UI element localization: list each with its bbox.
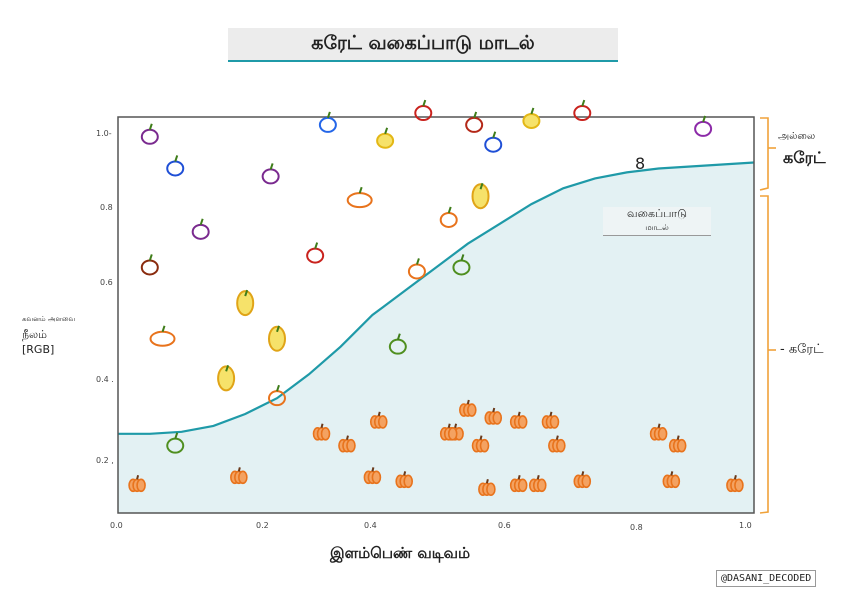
pumpkin-icon — [528, 475, 547, 493]
pumpkin-icon — [668, 435, 687, 453]
chain-icon — [484, 131, 503, 153]
classification-curve — [118, 161, 755, 435]
x-tick-06: 0.6 — [498, 521, 511, 530]
x-tick-1: 1.0 — [739, 521, 752, 530]
plot-frame — [117, 116, 755, 514]
mark-eight: 8 — [635, 154, 646, 173]
chart-title: கரேட் வகைப்பாடு மாடல் — [228, 28, 618, 62]
bracket-top-small: அல்லை — [778, 131, 816, 142]
banana-icon — [376, 127, 395, 149]
x-tick-08: 0.8 — [630, 523, 643, 532]
curve-label-sub: மாடல் — [645, 223, 669, 232]
pumpkin-icon — [395, 471, 414, 489]
orange-icon — [268, 384, 286, 407]
pumpkin-icon — [573, 471, 592, 489]
pear-icon — [217, 365, 236, 392]
bracket-top — [759, 117, 776, 191]
grapes-icon — [191, 218, 210, 240]
y-tick-04: 0.4 . — [96, 375, 114, 384]
pumpkin-icon — [541, 411, 560, 429]
pumpkin-icon — [312, 423, 331, 441]
credit-label: @DASANI_DECODED — [716, 570, 817, 587]
pumpkin-icon — [369, 411, 388, 429]
bracket-bottom-label: - கரேட் — [780, 342, 824, 357]
pear-icon — [471, 182, 490, 210]
leaf-icon — [166, 432, 185, 454]
pumpkin-icon — [338, 435, 356, 453]
apple-core-icon — [465, 111, 484, 133]
pumpkin-icon — [662, 471, 681, 489]
strawberry-icon — [306, 242, 325, 264]
chain-icon — [166, 155, 185, 177]
y-tick-06: 0.6 — [100, 278, 113, 287]
bracket-top-main: கரேட் — [783, 148, 826, 167]
curve-label-main: வகைப்பாடு — [627, 207, 687, 220]
bracket-bottom — [759, 195, 776, 514]
x-tick-04: 0.4 — [364, 521, 377, 530]
icecream-icon — [694, 115, 713, 137]
pear-icon — [268, 325, 286, 352]
orange-icon — [439, 206, 458, 228]
y-tick-08: 0.8 — [100, 203, 113, 212]
x-tick-02: 0.2 — [256, 521, 269, 530]
pumpkin-icon — [439, 423, 458, 441]
pumpkin-icon — [363, 467, 382, 485]
pumpkin-icon — [726, 475, 744, 493]
banana-icon — [522, 107, 541, 129]
pumpkin-icon — [509, 475, 528, 493]
pear-icon — [236, 289, 255, 317]
pumpkin-icon — [458, 399, 477, 417]
grapes-icon — [140, 123, 159, 145]
pumpkin-icon — [649, 423, 668, 441]
y-label-unit: [RGB] — [22, 343, 55, 356]
pumpkin-icon — [548, 435, 566, 453]
pumpkin-icon — [484, 407, 503, 425]
strawberry-icon — [414, 99, 433, 122]
y-label-small: கவனம் அளவை — [22, 315, 76, 323]
pumpkin-icon — [471, 435, 490, 453]
x-axis-label: இளம்பெண் வடிவம் — [330, 544, 471, 562]
y-axis-label: கவனம் அளவை நீலம் [RGB] — [22, 312, 75, 357]
pumpkin-icon — [478, 478, 496, 497]
y-tick-02: 0.2 , — [96, 456, 114, 465]
pumpkin-icon — [230, 467, 248, 485]
tomato-icon — [573, 99, 592, 122]
orange-icon — [407, 258, 426, 280]
duck-icon — [318, 111, 337, 133]
leaf-icon — [452, 254, 471, 276]
y-tick-1: 1.0- — [96, 129, 112, 138]
carrot-icon — [346, 186, 373, 209]
leaf-icon — [388, 333, 407, 355]
y-label-main: நீலம் — [22, 328, 48, 341]
grapes-icon — [261, 163, 280, 185]
carrot-region-fill — [118, 162, 754, 513]
pretzel-icon — [140, 254, 159, 276]
pumpkin-icon — [509, 411, 528, 429]
curve-label: வகைப்பாடு மாடல் — [603, 207, 711, 236]
x-tick-0: 0.0 — [110, 521, 123, 530]
carrot-icon — [149, 325, 176, 347]
pumpkin-icon — [128, 475, 146, 493]
